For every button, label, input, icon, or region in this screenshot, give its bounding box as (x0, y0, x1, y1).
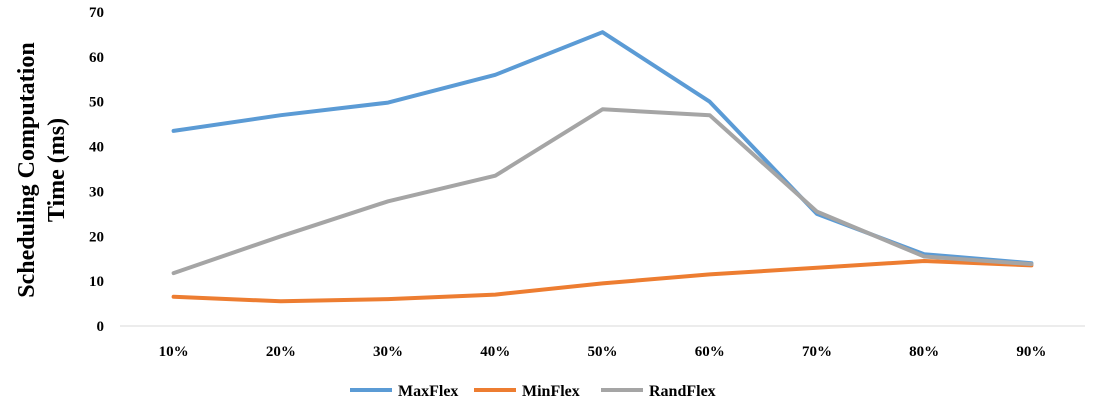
y-tick-label: 30 (89, 184, 104, 200)
y-tick-label: 40 (89, 140, 104, 156)
x-axis-ticks: 10% 20% 30% 40% 50% 60% 70% 80% 90% (159, 344, 1047, 360)
x-tick-label: 20% (266, 344, 296, 360)
x-tick-label: 60% (695, 344, 725, 360)
legend: MaxFlex MinFlex RandFlex (350, 383, 716, 400)
y-axis-ticks: 0 10 20 30 40 50 60 70 (89, 5, 104, 335)
x-tick-label: 80% (909, 344, 939, 360)
y-tick-label: 50 (89, 95, 104, 111)
y-axis-label-line-2: Time (ms) (44, 118, 70, 222)
y-axis-label-line-1: Scheduling Computation (14, 42, 40, 297)
legend-label-maxflex: MaxFlex (398, 383, 458, 400)
x-tick-label: 70% (802, 344, 832, 360)
series-line-minflex (171, 259, 1034, 304)
x-tick-label: 40% (480, 344, 510, 360)
y-tick-label: 0 (97, 319, 105, 335)
x-tick-label: 90% (1016, 344, 1046, 360)
y-tick-label: 60 (89, 50, 104, 66)
legend-label-randflex: RandFlex (649, 383, 716, 400)
y-tick-label: 70 (89, 5, 104, 21)
x-tick-label: 30% (373, 344, 403, 360)
series-line-randflex (171, 107, 1034, 276)
y-tick-label: 20 (89, 229, 104, 245)
legend-label-minflex: MinFlex (522, 383, 580, 400)
x-tick-label: 10% (159, 344, 189, 360)
series-lines (171, 30, 1034, 304)
y-tick-label: 10 (89, 274, 104, 290)
y-axis-label: Scheduling Computation Time (ms) (14, 42, 70, 297)
x-tick-label: 50% (588, 344, 618, 360)
